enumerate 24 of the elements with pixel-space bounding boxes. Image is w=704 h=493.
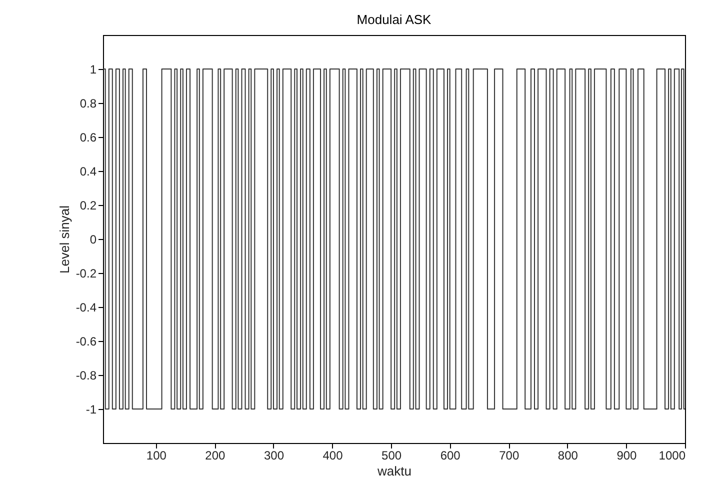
x-tick-label: 800 <box>558 448 578 462</box>
y-tick-label: 0.2 <box>80 198 97 212</box>
y-tick-label: -0.2 <box>76 266 97 280</box>
x-tick-label: 200 <box>205 448 226 462</box>
y-tick-label: 0.8 <box>80 96 97 110</box>
x-tick-label: 1000 <box>658 448 686 462</box>
x-tick-label: 600 <box>440 448 461 462</box>
x-axis-title: waktu <box>376 464 412 478</box>
x-tick-label: 100 <box>146 448 167 462</box>
x-tick-label: 300 <box>264 448 284 462</box>
y-tick-label: 0.4 <box>80 164 97 178</box>
y-tick-label: 0.6 <box>80 130 97 144</box>
x-tick-label: 700 <box>499 448 520 462</box>
y-tick-label: -1 <box>86 402 97 416</box>
y-tick-label: -0.8 <box>76 368 97 382</box>
y-tick-label: 1 <box>90 62 97 76</box>
y-tick-label: -0.6 <box>76 334 97 348</box>
y-tick-label: -0.4 <box>76 300 97 314</box>
x-tick-label: 500 <box>382 448 402 462</box>
chart-title: Modulai ASK <box>356 12 432 27</box>
y-tick-label: 0 <box>90 232 97 246</box>
x-tick-label: 900 <box>616 448 638 462</box>
x-tick-label: 400 <box>322 448 344 462</box>
y-axis-title: Level sinyal <box>56 205 72 274</box>
